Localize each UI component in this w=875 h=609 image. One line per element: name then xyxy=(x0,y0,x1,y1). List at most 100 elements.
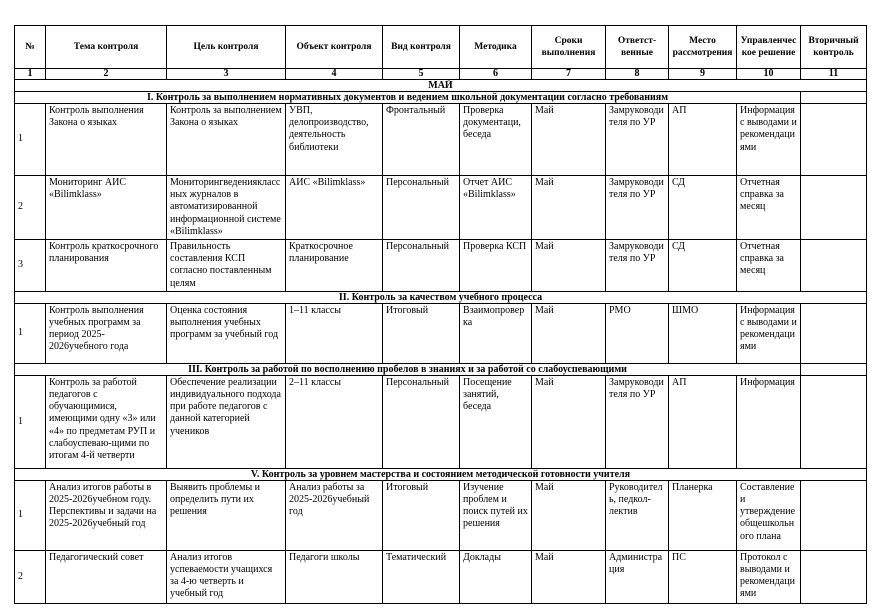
cell-review-place: АП xyxy=(668,103,737,176)
cell-responsible: Администрация xyxy=(605,549,669,604)
cell-review-place: ПС xyxy=(668,549,737,604)
control-plan-table: № Тема контроля Цель контроля Объект контро… xyxy=(14,25,867,604)
column-number: 1 xyxy=(14,68,46,80)
cell-goal: Анализ итогов успеваемости учащихся за 4… xyxy=(166,549,286,604)
empty-cell xyxy=(800,91,867,104)
cell-deadline: Май xyxy=(531,374,606,469)
cell-decision: Отчетная справка за месяц xyxy=(736,174,801,241)
cell-review-place: Планерка xyxy=(668,479,737,551)
cell-type: Итоговый xyxy=(382,479,460,551)
header-responsible: Ответст-венные xyxy=(605,25,669,69)
cell-decision: Информация xyxy=(736,374,801,469)
cell-type: Персональный xyxy=(382,374,460,469)
cell-responsible: Замруководителя по УР xyxy=(605,103,669,176)
header-decision: Управленческое решение xyxy=(736,25,801,69)
cell-type: Итоговый xyxy=(382,302,460,364)
cell-topic: Контроль за работой педагогов с обучающи… xyxy=(45,374,167,469)
empty-cell xyxy=(800,362,867,376)
cell-responsible: Замруководителя по УР xyxy=(605,239,669,292)
header-type: Вид контроля xyxy=(382,25,460,69)
cell-object: Анализ работы за 2025-2026учебный год xyxy=(285,479,383,551)
cell-responsible: Замруководителя по УР xyxy=(605,374,669,469)
cell-secondary-control xyxy=(800,302,867,364)
section-title: II. Контроль за качеством учебного проце… xyxy=(14,290,867,304)
cell-deadline: Май xyxy=(531,549,606,604)
cell-number: 1 xyxy=(14,302,46,364)
cell-number: 1 xyxy=(14,479,46,551)
column-number: 9 xyxy=(668,68,737,80)
month-label: МАЙ xyxy=(14,79,867,92)
cell-method: Проверка документаци, беседа xyxy=(459,103,532,176)
section-header-row: I. Контроль за выполнением нормативных д… xyxy=(14,91,867,104)
cell-object: Краткосрочное планирование xyxy=(285,239,383,292)
cell-goal: Правильность составления КСП согласно по… xyxy=(166,239,286,292)
cell-review-place: АП xyxy=(668,374,737,469)
cell-goal: Мониторингведенияклассных журналов в авт… xyxy=(166,174,286,241)
cell-secondary-control xyxy=(800,374,867,469)
cell-method: Проверка КСП xyxy=(459,239,532,292)
header-review-place: Место рассмотрения xyxy=(668,25,737,69)
section-title: V. Контроль за уровнем мастерства и сост… xyxy=(14,467,867,481)
cell-decision: Отчетная справка за месяц xyxy=(736,239,801,292)
cell-decision: Информация с выводами и рекомендациями xyxy=(736,103,801,176)
cell-type: Персональный xyxy=(382,239,460,292)
cell-secondary-control xyxy=(800,174,867,241)
table-row: 1 Контроль за работой педагогов с обучающ… xyxy=(14,374,867,469)
column-number: 2 xyxy=(45,68,167,80)
cell-deadline: Май xyxy=(531,479,606,551)
month-row: МАЙ xyxy=(14,79,867,92)
table-row: 1 Контроль выполнения учебных программ за… xyxy=(14,302,867,364)
column-number: 10 xyxy=(736,68,801,80)
cell-number: 1 xyxy=(14,103,46,176)
cell-object: Педагоги школы xyxy=(285,549,383,604)
table-row: 1 Контроль выполнения Закона о языках Конт… xyxy=(14,103,867,176)
column-number: 5 xyxy=(382,68,460,80)
cell-goal: Оценка состояния выполнения учебных прог… xyxy=(166,302,286,364)
cell-secondary-control xyxy=(800,103,867,176)
table-row: 3 Контроль краткосрочного планирования Пра… xyxy=(14,239,867,292)
cell-topic: Контроль краткосрочного планирования xyxy=(45,239,167,292)
header-deadline: Сроки выполнения xyxy=(531,25,606,69)
section-title: III. Контроль за работой по восполнению … xyxy=(14,362,801,376)
header-goal: Цель контроля xyxy=(166,25,286,69)
cell-deadline: Май xyxy=(531,239,606,292)
cell-method: Доклады xyxy=(459,549,532,604)
cell-object: 1–11 классы xyxy=(285,302,383,364)
cell-number: 2 xyxy=(14,174,46,241)
cell-review-place: СД xyxy=(668,174,737,241)
cell-number: 1 xyxy=(14,374,46,469)
cell-secondary-control xyxy=(800,239,867,292)
cell-decision: Информация с выводами и рекомендациями xyxy=(736,302,801,364)
cell-secondary-control xyxy=(800,549,867,604)
section-header-row: V. Контроль за уровнем мастерства и сост… xyxy=(14,467,867,481)
cell-object: 2–11 классы xyxy=(285,374,383,469)
cell-topic: Педагогический совет xyxy=(45,549,167,604)
cell-type: Персональный xyxy=(382,174,460,241)
header-row: № Тема контроля Цель контроля Объект контро… xyxy=(14,25,867,69)
cell-object: УВП, делопроизводство, деятельность библ… xyxy=(285,103,383,176)
cell-goal: Обеспечение реализации индивидуального п… xyxy=(166,374,286,469)
column-number: 11 xyxy=(800,68,867,80)
header-secondary-control: Вторичный контроль xyxy=(800,25,867,69)
header-object: Объект контроля xyxy=(285,25,383,69)
column-number: 7 xyxy=(531,68,606,80)
table-row: 2 Мониторинг АИС «Bilimklass» Мониторингве… xyxy=(14,174,867,241)
section-title: I. Контроль за выполнением нормативных д… xyxy=(14,91,801,104)
cell-object: АИС «Bilimklass» xyxy=(285,174,383,241)
cell-deadline: Май xyxy=(531,302,606,364)
cell-goal: Выявить проблемы и определить пути их ре… xyxy=(166,479,286,551)
cell-method: Посещение занятий, беседа xyxy=(459,374,532,469)
cell-topic: Контроль выполнения учебных программ за … xyxy=(45,302,167,364)
table-row: 2 Педагогический совет Анализ итогов успев… xyxy=(14,549,867,604)
cell-responsible: Замруководителя по УР xyxy=(605,174,669,241)
cell-topic: Контроль выполнения Закона о языках xyxy=(45,103,167,176)
section-header-row: III. Контроль за работой по восполнению … xyxy=(14,362,867,376)
column-number: 4 xyxy=(285,68,383,80)
cell-method: Взаимопроверка xyxy=(459,302,532,364)
column-number: 6 xyxy=(459,68,532,80)
header-method: Методика xyxy=(459,25,532,69)
cell-topic: Анализ итогов работы в 2025-2026учебном … xyxy=(45,479,167,551)
header-topic: Тема контроля xyxy=(45,25,167,69)
cell-responsible: Руководитель, педкол-лектив xyxy=(605,479,669,551)
cell-responsible: РМО xyxy=(605,302,669,364)
